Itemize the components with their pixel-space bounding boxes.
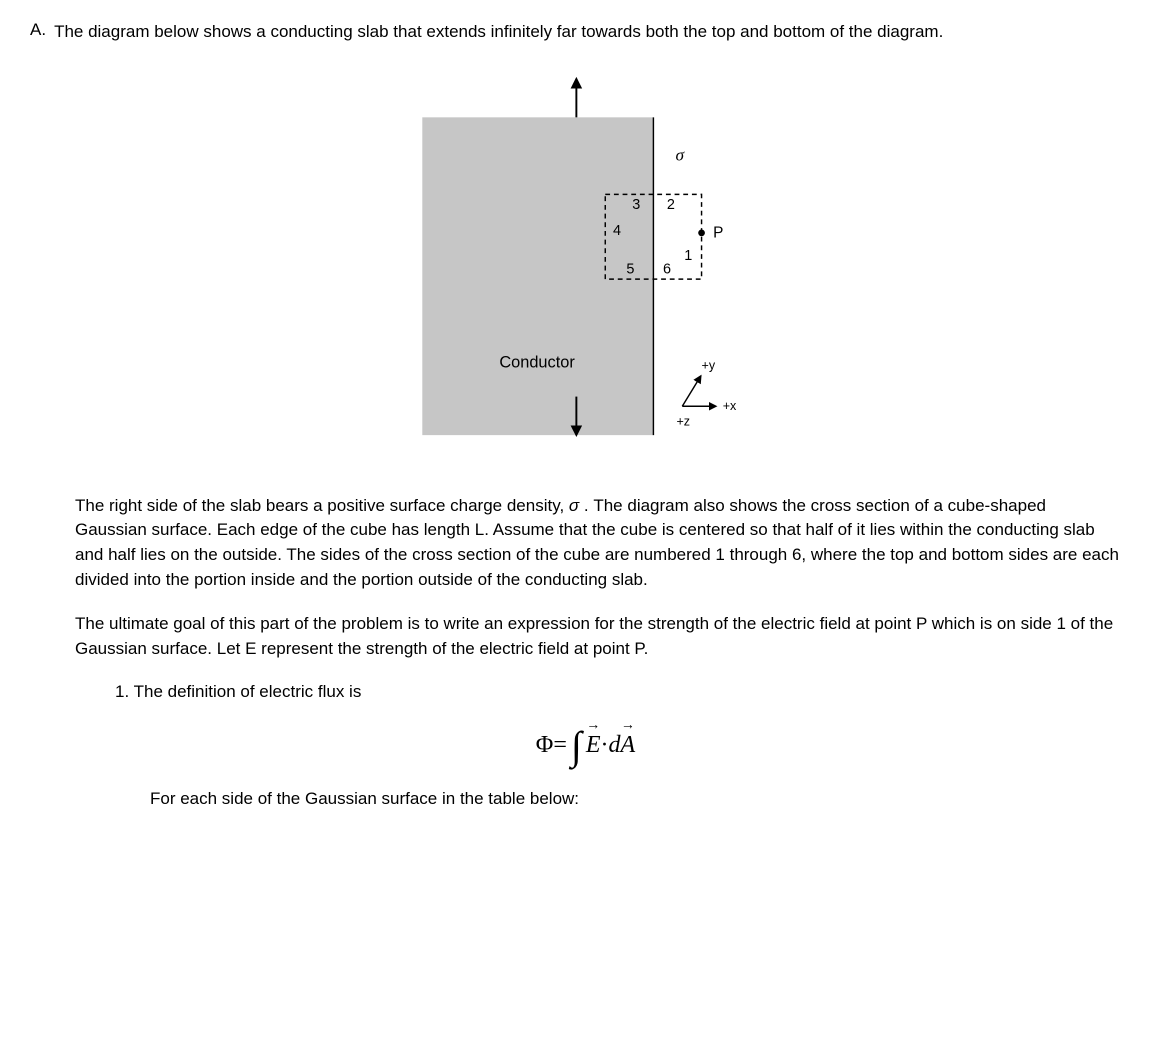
eq-equals: = bbox=[553, 732, 567, 759]
paragraph-2: The ultimate goal of this part of the pr… bbox=[75, 612, 1121, 661]
svg-text:+y: +y bbox=[701, 358, 715, 372]
question-label: A. bbox=[30, 20, 46, 44]
question-header: A. The diagram below shows a conducting … bbox=[30, 20, 1141, 44]
physics-diagram: Conductor σ 3 2 4 1 5 6 P +x +y +z bbox=[366, 74, 806, 464]
svg-text:Conductor: Conductor bbox=[499, 354, 575, 372]
eq-A-vector: A bbox=[621, 732, 636, 759]
svg-text:3: 3 bbox=[632, 197, 640, 213]
eq-phi: Φ bbox=[536, 732, 554, 759]
diagram-container: Conductor σ 3 2 4 1 5 6 P +x +y +z bbox=[30, 74, 1141, 464]
subquestion-text: The definition of electric flux is bbox=[134, 682, 362, 701]
sigma-inline: σ bbox=[569, 496, 579, 515]
eq-dot: · bbox=[601, 732, 609, 759]
eq-E-vector: E bbox=[586, 732, 601, 759]
svg-text:5: 5 bbox=[626, 261, 634, 277]
question-header-text: The diagram below shows a conducting sla… bbox=[54, 20, 943, 44]
svg-text:σ: σ bbox=[675, 145, 685, 164]
followup-text: For each side of the Gaussian surface in… bbox=[150, 789, 1141, 809]
para1-pre: The right side of the slab bears a posit… bbox=[75, 496, 569, 515]
svg-text:4: 4 bbox=[612, 223, 620, 239]
svg-text:2: 2 bbox=[666, 197, 674, 213]
eq-d: d bbox=[609, 732, 621, 759]
subquestion-1: 1. The definition of electric flux is bbox=[115, 682, 1141, 702]
svg-text:+z: +z bbox=[676, 414, 690, 428]
eq-integral: ∫ bbox=[571, 722, 582, 769]
svg-text:P: P bbox=[713, 225, 723, 242]
subquestion-number: 1. bbox=[115, 682, 129, 701]
svg-text:6: 6 bbox=[663, 261, 671, 277]
flux-equation: Φ = ∫ E · dA bbox=[30, 722, 1141, 769]
paragraph-1: The right side of the slab bears a posit… bbox=[75, 494, 1121, 593]
svg-text:+x: +x bbox=[722, 399, 736, 413]
svg-text:1: 1 bbox=[684, 248, 692, 264]
